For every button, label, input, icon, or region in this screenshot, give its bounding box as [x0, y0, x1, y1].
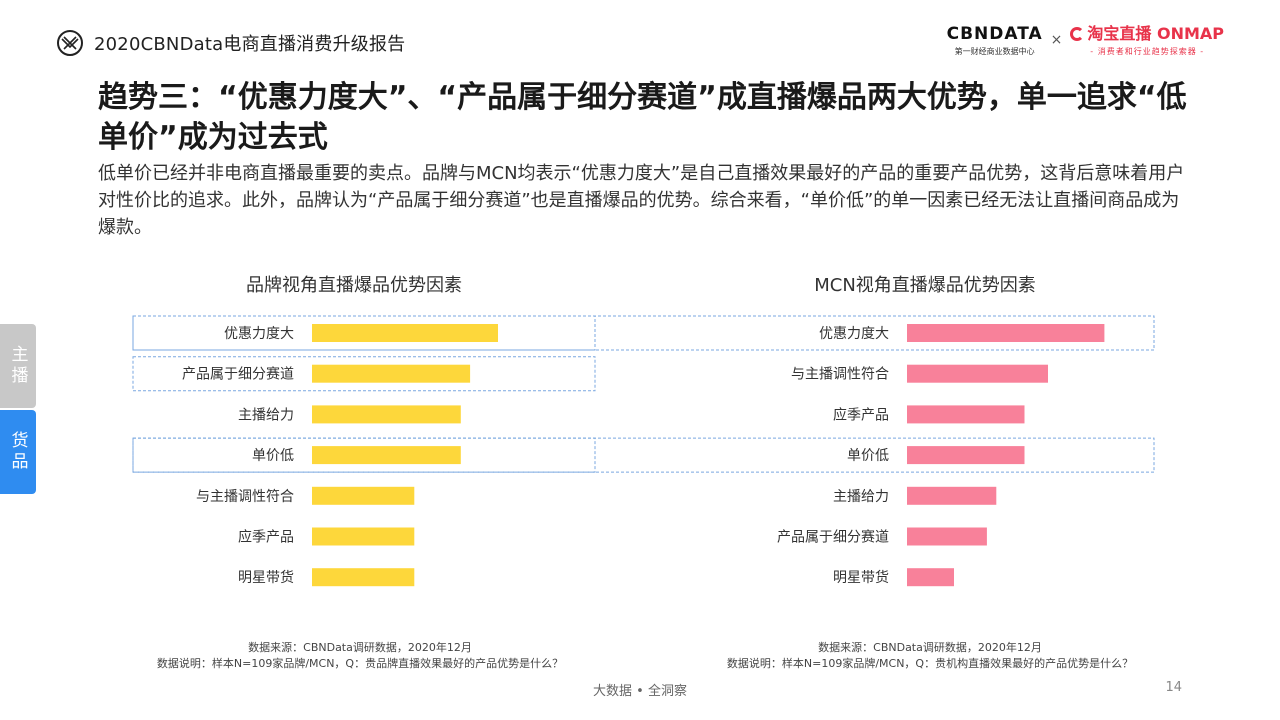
brand-bar	[312, 324, 498, 342]
mcn-category-label: 应季产品	[833, 406, 889, 423]
taobao-live-brand-name: 淘宝直播 ONMAP	[1087, 24, 1224, 43]
mcn-bar	[907, 364, 1048, 383]
mcn-category-label: 产品属于细分赛道	[777, 530, 889, 546]
mcn-category-label: 单价低	[847, 448, 889, 464]
brand-logos: CBNDATA 第一财经商业数据中心 × 淘宝直播 ONMAP - 消费者和行业…	[947, 24, 1224, 57]
side-tab-anchor[interactable]: 主播	[0, 324, 36, 408]
brand-category-label: 明星带货	[238, 569, 294, 586]
cbndata-brand-name: CBNDATA	[946, 24, 1043, 44]
mcn-chart-note: 数据说明：样本N=109家品牌/MCN，Q：贵机构直播效果最好的产品优势是什么？	[726, 657, 1134, 670]
page-title: 趋势三：“优惠力度大”、“产品属于细分赛道”成直播爆品两大优势，单一追求“低单价…	[98, 80, 1187, 155]
mcn-category-label: 主播给力	[833, 489, 889, 505]
brand-chart-footnote: 数据来源：CBNData调研数据，2020年12月 数据说明：样本N=109家品…	[120, 640, 600, 672]
mcn-category-label: 明星带货	[833, 569, 889, 586]
brand-bar	[312, 486, 415, 505]
page-description: 低单价已经并非电商直播最重要的卖点。品牌与MCN均表示“优惠力度大”是自己直播效…	[98, 163, 1185, 238]
mcn-category-label: 优惠力度大	[819, 326, 889, 342]
brand-chart-title: 品牌视角直播爆品优势因素	[246, 275, 462, 296]
brand-bar	[312, 446, 461, 465]
mcn-highlight-box	[132, 315, 1155, 351]
side-tabs: 主播 货品	[0, 324, 36, 496]
mcn-bar	[907, 446, 1025, 465]
mcn-chart-title: MCN视角直播爆品优势因素	[814, 275, 1036, 296]
cbndata-brand: CBNDATA 第一财经商业数据中心	[947, 24, 1043, 57]
brand-bar	[312, 527, 415, 546]
side-tab-goods[interactable]: 货品	[0, 410, 36, 494]
report-header: 2020CBNData电商直播消费升级报告	[56, 26, 405, 60]
brand-category-label: 产品属于细分赛道	[182, 367, 294, 383]
brand-category-label: 应季产品	[238, 529, 294, 546]
taobao-live-brand-sub: - 消费者和行业趋势探索器 -	[1090, 47, 1205, 56]
brand-category-label: 与主播调性符合	[196, 489, 294, 505]
mcn-highlight-box	[132, 437, 1155, 473]
brand-bar	[312, 364, 471, 383]
mcn-bar	[907, 568, 954, 587]
cbndata-logo-icon	[57, 30, 83, 56]
mcn-bar	[907, 486, 997, 505]
mcn-chart-source: 数据来源：CBNData调研数据，2020年12月	[818, 641, 1042, 654]
brand-bar	[312, 568, 415, 587]
mcn-category-label: 与主播调性符合	[791, 367, 889, 383]
footer-slogan: 大数据 • 全洞察	[593, 684, 687, 699]
brand-category-label: 优惠力度大	[224, 326, 294, 342]
brand-highlight-box	[132, 356, 596, 392]
taobao-live-brand: 淘宝直播 ONMAP - 消费者和行业趋势探索器 -	[1070, 24, 1224, 57]
mcn-bar	[907, 324, 1105, 342]
mcn-bar	[907, 527, 987, 546]
brand-times: ×	[1050, 32, 1063, 48]
taobao-live-icon	[1070, 27, 1085, 41]
brand-chart-source: 数据来源：CBNData调研数据，2020年12月	[248, 641, 472, 654]
mcn-bar	[907, 405, 1025, 424]
brand-chart-note: 数据说明：样本N=109家品牌/MCN，Q：贵品牌直播效果最好的产品优势是什么？	[156, 657, 564, 670]
brand-category-label: 单价低	[252, 448, 294, 464]
brand-category-label: 主播给力	[238, 407, 294, 423]
report-title: 2020CBNData电商直播消费升级报告	[94, 34, 406, 55]
brand-bar	[312, 405, 461, 424]
cbndata-brand-sub: 第一财经商业数据中心	[954, 47, 1035, 56]
page-number: 14	[1165, 680, 1182, 695]
mcn-chart-footnote: 数据来源：CBNData调研数据，2020年12月 数据说明：样本N=109家品…	[690, 640, 1170, 672]
